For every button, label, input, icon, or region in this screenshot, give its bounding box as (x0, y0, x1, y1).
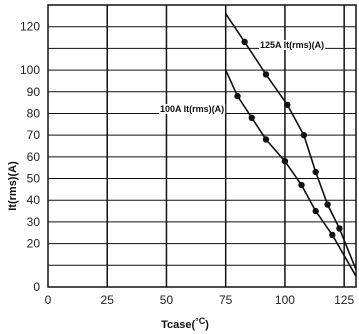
grid-lines (48, 5, 356, 287)
series-1-point-3 (281, 157, 289, 165)
series-line-0 (225, 13, 357, 270)
series-1-point-1 (248, 114, 255, 122)
y-tick-label-90: 90 (27, 85, 41, 99)
y-tick-label-100: 100 (20, 63, 40, 77)
series-label-0-background (259, 40, 326, 50)
series-lines (224, 13, 357, 277)
x-axis-title-unit: °C (195, 316, 206, 326)
y-tick-label-70: 70 (27, 128, 41, 142)
y-tick-label-30: 30 (27, 215, 41, 229)
series-label-100a: 100A It(rms)(A) (160, 104, 224, 114)
plot-frame (47, 4, 357, 288)
series-1-point-6 (329, 231, 336, 239)
x-tick-label-125: 125 (334, 293, 354, 307)
series-0-point-6 (336, 225, 343, 232)
series-label-125a: 125A It(rms)(A) (260, 40, 324, 50)
x-axis-title: Tcase(°C) (161, 316, 209, 331)
series-0-point-4 (312, 168, 319, 176)
y-tick-label-40: 40 (27, 193, 41, 207)
x-tick-label-25: 25 (101, 293, 115, 307)
x-axis-title-close: ) (205, 319, 209, 331)
series-1-point-2 (262, 136, 270, 143)
y-axis-title: It(rms)(A) (7, 161, 19, 211)
y-tick-label-20: 20 (27, 237, 41, 251)
y-tick-label-80: 80 (27, 106, 41, 120)
x-tick-label-100: 100 (275, 293, 295, 307)
series-0-point-2 (284, 101, 291, 108)
y-tick-label-60: 60 (27, 150, 41, 164)
series-0-point-0 (241, 38, 248, 46)
series-label-1-background (159, 104, 226, 114)
x-tick-label-50: 50 (160, 293, 174, 307)
x-tick-label-75: 75 (219, 293, 233, 307)
y-tick-label-50: 50 (27, 172, 41, 186)
series-1-point-5 (312, 207, 319, 215)
series-1-point-0 (234, 92, 241, 100)
series-line-1 (224, 69, 357, 277)
tick-labels: 0 25 50 75 100 125 0 20 30 40 50 60 70 80 90 100 120 (20, 20, 355, 307)
x-axis-title-text: Tcase( (161, 319, 195, 331)
series-1-point-4 (298, 181, 305, 189)
data-points (234, 38, 343, 239)
series-0-point-5 (324, 201, 331, 208)
y-tick-label-120: 120 (20, 20, 40, 34)
series-0-point-1 (262, 71, 270, 78)
y-tick-label-0: 0 (33, 280, 40, 294)
x-tick-label-0: 0 (45, 293, 52, 307)
series-0-point-3 (300, 131, 308, 139)
